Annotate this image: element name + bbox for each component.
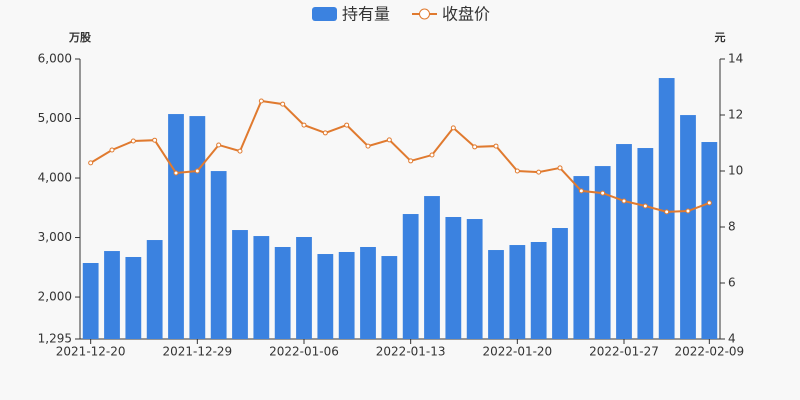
y2-tick-label: 8 <box>728 220 736 234</box>
bar <box>296 236 312 339</box>
bar <box>338 251 355 339</box>
legend-swatch-point <box>419 8 430 20</box>
bar <box>210 171 227 339</box>
point <box>109 147 115 153</box>
y2-tick-label: 6 <box>728 276 736 290</box>
bar <box>104 251 120 339</box>
point <box>322 130 328 136</box>
bar <box>125 256 142 339</box>
legend-swatch <box>312 7 337 21</box>
point <box>365 143 371 149</box>
point <box>664 209 670 215</box>
bar <box>658 78 675 339</box>
point <box>173 170 179 176</box>
bar <box>274 246 291 339</box>
y-tick-label: 1,295 <box>38 332 72 346</box>
y2-tick-label: 10 <box>728 164 743 178</box>
point <box>386 137 392 143</box>
bar <box>360 246 376 339</box>
point <box>237 148 243 154</box>
point <box>557 165 563 171</box>
point <box>258 98 264 104</box>
point <box>301 122 307 128</box>
bar <box>552 228 568 339</box>
bar <box>253 236 270 339</box>
x-tick-label: 2022-01-20 <box>482 345 552 359</box>
point <box>408 158 414 164</box>
y-tick-label: 6,000 <box>38 52 72 66</box>
y-tick-label: 2,000 <box>38 290 72 304</box>
bar <box>637 148 654 339</box>
y-tick-label: 5,000 <box>38 111 72 125</box>
bar <box>232 230 248 339</box>
bar <box>573 176 590 339</box>
bar <box>445 217 462 339</box>
bar <box>424 196 440 339</box>
point <box>152 137 158 143</box>
bar <box>317 254 334 339</box>
point <box>514 168 520 174</box>
y2-tick-label: 14 <box>728 52 743 66</box>
y2-tick-label: 12 <box>728 108 743 122</box>
bar <box>146 240 163 339</box>
y2-tick-label: 4 <box>728 332 736 346</box>
point <box>194 168 200 174</box>
point <box>642 203 648 209</box>
point <box>578 188 584 194</box>
bar <box>381 256 398 339</box>
point <box>344 122 350 128</box>
bar <box>82 263 99 339</box>
point <box>600 190 606 196</box>
bar <box>466 219 483 339</box>
bar <box>509 245 526 339</box>
point <box>429 152 435 158</box>
line <box>90 99 710 213</box>
x-tick-label: 2022-01-06 <box>269 345 339 359</box>
point <box>685 208 691 214</box>
point <box>88 160 94 166</box>
point <box>130 138 136 144</box>
x-tick-label: 2021-12-29 <box>162 345 232 359</box>
bar <box>594 166 611 339</box>
bar <box>402 214 419 339</box>
y-tick-label: 4,000 <box>38 171 72 185</box>
bar <box>530 241 547 339</box>
point <box>706 200 712 206</box>
x-tick-label: 2022-02-09 <box>674 345 744 359</box>
y-tick-label: 3,000 <box>38 230 72 244</box>
bar <box>701 142 718 339</box>
point <box>450 125 456 131</box>
point <box>493 143 499 149</box>
y2-axis-label: 元 <box>715 31 726 44</box>
x-tick-label: 2022-01-13 <box>376 345 446 359</box>
bar <box>680 115 696 339</box>
point <box>621 198 627 204</box>
point <box>280 101 286 107</box>
bar <box>189 116 206 339</box>
point <box>216 142 222 148</box>
y-axis-label: 万股 <box>68 31 92 44</box>
bar <box>168 114 184 339</box>
legend-label: 持有量 <box>342 5 390 24</box>
point <box>472 144 478 150</box>
legend-label: 收盘价 <box>442 5 490 24</box>
x-tick-label: 2022-01-27 <box>589 345 659 359</box>
bar <box>488 250 504 339</box>
bar <box>616 144 632 339</box>
x-tick-label: 2021-12-20 <box>56 345 126 359</box>
point <box>536 169 542 175</box>
